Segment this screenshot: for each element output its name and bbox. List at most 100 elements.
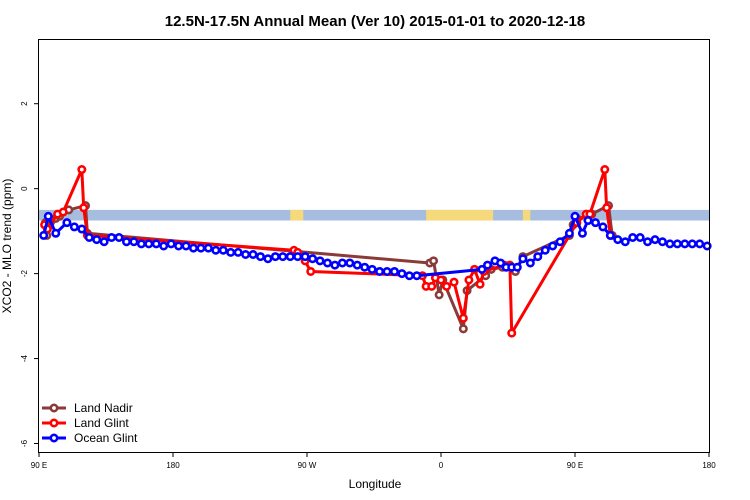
- data-point: [174, 241, 184, 251]
- series-ocean-glint: [39, 211, 712, 281]
- data-point: [99, 237, 109, 247]
- data-point: [43, 211, 53, 221]
- y-tick-label: 0: [20, 186, 29, 191]
- x-tick-label: 90 E: [567, 461, 583, 470]
- data-point: [665, 239, 675, 249]
- data-point: [436, 275, 446, 285]
- data-point: [352, 260, 362, 270]
- data-point: [427, 281, 437, 291]
- data-point: [570, 211, 580, 221]
- data-point: [306, 266, 316, 276]
- plot-frame: [38, 39, 710, 453]
- ocean-band: [39, 209, 709, 221]
- legend-swatch-marker: [49, 403, 59, 413]
- data-point: [496, 258, 506, 268]
- data-point: [218, 245, 228, 255]
- y-tick-label: -4: [20, 354, 29, 362]
- data-point: [315, 256, 325, 266]
- data-point: [196, 243, 206, 253]
- data-point: [650, 235, 660, 245]
- y-axis-label: XCO2 - MLO trend (ppm): [0, 179, 14, 314]
- data-point: [477, 264, 487, 274]
- data-point: [121, 237, 131, 247]
- data-point: [695, 239, 705, 249]
- land-segment: [426, 209, 494, 221]
- legend-swatch-marker: [49, 433, 59, 443]
- data-point: [583, 216, 593, 226]
- data-point: [540, 245, 550, 255]
- data-point: [429, 256, 439, 266]
- data-point: [144, 239, 154, 249]
- y-axis: 2 0 -2 -4 -6: [20, 101, 39, 447]
- data-point: [241, 249, 251, 259]
- data-point: [285, 252, 295, 262]
- data-point: [226, 247, 236, 257]
- legend-entry: Ocean Glint: [42, 431, 138, 445]
- data-point: [211, 245, 221, 255]
- data-point: [605, 230, 615, 240]
- data-point: [79, 203, 89, 213]
- data-point: [483, 260, 493, 270]
- data-point: [345, 258, 355, 268]
- data-point: [680, 239, 690, 249]
- legend-label: Land Nadir: [74, 401, 133, 415]
- data-point: [600, 165, 610, 175]
- data-point: [330, 260, 340, 270]
- data-point: [84, 233, 94, 243]
- series-land-glint: [40, 165, 615, 338]
- x-axis-label: Longitude: [349, 477, 402, 491]
- series-line: [43, 168, 612, 335]
- data-point: [458, 313, 468, 323]
- data-point: [449, 277, 459, 287]
- data-point: [58, 207, 68, 217]
- data-point: [107, 233, 117, 243]
- data-point: [51, 228, 61, 238]
- data-point: [203, 243, 213, 253]
- data-point: [702, 241, 712, 251]
- data-point: [564, 228, 574, 238]
- data-point: [337, 258, 347, 268]
- data-point: [114, 233, 124, 243]
- data-point: [62, 218, 72, 228]
- x-tick-label: 90 W: [298, 461, 317, 470]
- data-point: [77, 165, 87, 175]
- data-point: [375, 266, 385, 276]
- x-tick-label: 90 E: [31, 461, 47, 470]
- data-point: [434, 290, 444, 300]
- data-point: [159, 241, 169, 251]
- data-point: [389, 266, 399, 276]
- legend-label: Land Glint: [74, 416, 129, 430]
- data-point: [382, 266, 392, 276]
- data-point: [525, 258, 535, 268]
- legend-entry: Land Nadir: [42, 401, 133, 415]
- legend-swatch-marker: [49, 418, 59, 428]
- data-point: [248, 249, 258, 259]
- data-point: [188, 243, 198, 253]
- data-point: [512, 262, 522, 272]
- data-point: [635, 233, 645, 243]
- data-point: [300, 252, 310, 262]
- land-segment: [290, 209, 304, 221]
- legend-label: Ocean Glint: [74, 431, 138, 445]
- land-ocean-band: [39, 209, 709, 221]
- data-point: [293, 252, 303, 262]
- data-point: [233, 247, 243, 257]
- data-point: [464, 275, 474, 285]
- data-point: [308, 254, 318, 264]
- data-point: [577, 228, 587, 238]
- data-point: [507, 328, 517, 338]
- data-point: [69, 222, 79, 232]
- data-point: [136, 239, 146, 249]
- data-point: [602, 203, 612, 213]
- x-axis: 90 E 180 90 W 0 90 E 180: [31, 452, 716, 470]
- y-tick-label: -2: [20, 270, 29, 278]
- land-segment: [522, 209, 531, 221]
- x-tick-label: 0: [439, 461, 444, 470]
- data-point: [404, 271, 414, 281]
- data-point: [77, 224, 87, 234]
- data-point: [278, 252, 288, 262]
- data-point: [475, 279, 485, 289]
- data-point: [598, 222, 608, 232]
